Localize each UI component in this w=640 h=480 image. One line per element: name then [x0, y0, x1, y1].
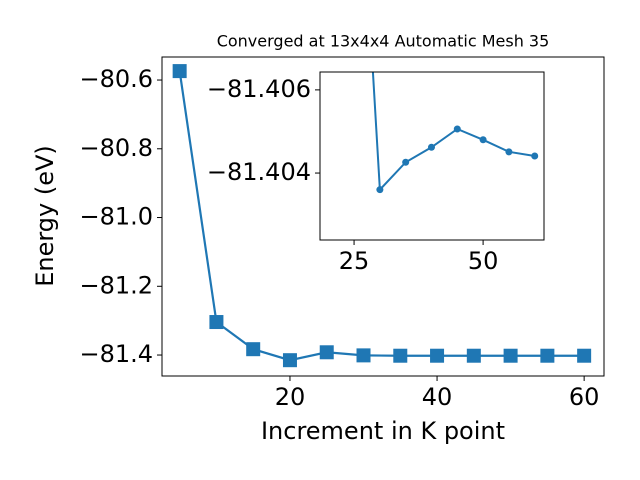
marker: [427, 143, 435, 151]
x-tick-label: 20: [275, 383, 306, 411]
marker: [393, 348, 408, 363]
y-tick-label: −81.404: [207, 158, 311, 186]
series-group: [172, 64, 592, 368]
axes-frame: [319, 71, 545, 241]
y-axis-label: Energy (eV): [31, 145, 59, 287]
marker: [172, 64, 187, 79]
y-tick-label: −81.406: [207, 75, 311, 103]
data-line: [371, 72, 535, 193]
marker: [453, 125, 461, 133]
marker: [479, 136, 487, 144]
marker: [209, 315, 224, 330]
marker: [376, 186, 384, 194]
marker: [282, 353, 297, 368]
marker: [356, 348, 371, 363]
axes-frame: [161, 56, 605, 377]
marker: [246, 342, 261, 357]
marker: [531, 152, 539, 160]
x-tick-label: 60: [569, 383, 600, 411]
series-group: [371, 72, 539, 194]
chart-title: Converged at 13x4x4 Automatic Mesh 35: [217, 32, 550, 51]
marker: [540, 348, 555, 363]
plot-area: [320, 72, 544, 240]
y-tick-label: −80.8: [79, 134, 153, 162]
marker: [503, 348, 518, 363]
x-tick-label: 40: [422, 383, 453, 411]
y-tick-label: −80.6: [79, 65, 153, 93]
marker: [402, 158, 410, 166]
marker: [505, 148, 513, 156]
x-tick-label: 50: [468, 247, 499, 275]
y-tick-label: −81.4: [79, 340, 153, 368]
x-axis-label: Increment in K point: [261, 417, 505, 445]
y-tick-label: −81.2: [79, 271, 153, 299]
marker: [319, 345, 334, 360]
x-tick-label: 25: [339, 247, 370, 275]
marker: [430, 348, 445, 363]
marker: [466, 348, 481, 363]
y-tick-label: −81.0: [79, 203, 153, 231]
marker: [577, 348, 592, 363]
